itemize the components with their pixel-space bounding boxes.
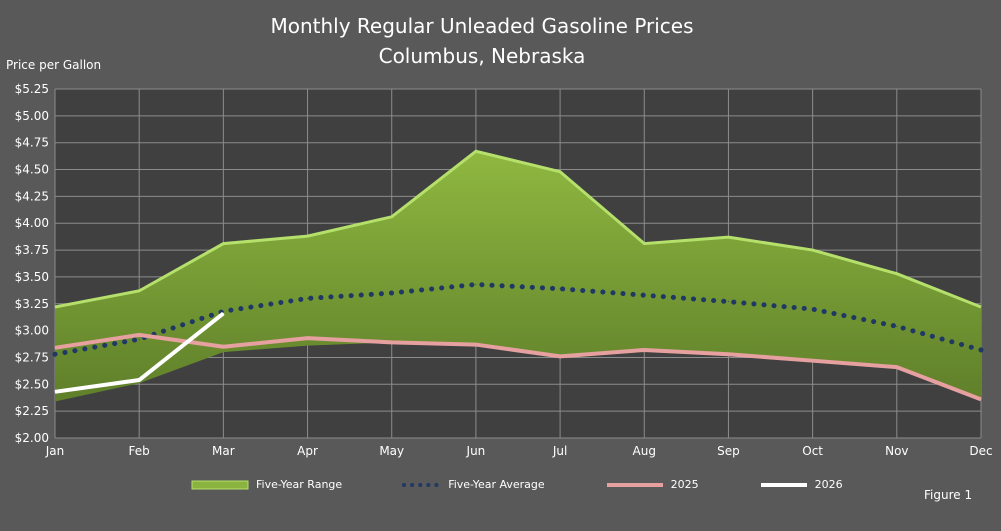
x-tick-label: Mar — [212, 444, 235, 458]
data-point — [138, 338, 140, 340]
data-point — [54, 391, 56, 393]
figure-label: Figure 1 — [924, 488, 973, 502]
y-tick-label: $3.00 — [15, 324, 49, 338]
data-point — [222, 312, 224, 314]
y-tick-label: $2.50 — [15, 377, 49, 391]
data-point — [222, 346, 224, 348]
data-point — [980, 398, 982, 400]
data-point — [138, 379, 140, 381]
data-point — [475, 344, 477, 346]
y-tick-label: $3.25 — [15, 297, 49, 311]
x-tick-label: Apr — [297, 444, 318, 458]
data-point — [727, 301, 729, 303]
y-tick-label: $4.50 — [15, 163, 49, 177]
chart-subtitle: Columbus, Nebraska — [378, 44, 586, 68]
series-line-five-year-average — [52, 281, 984, 357]
data-point — [391, 292, 393, 294]
data-point — [812, 360, 814, 362]
data-point — [307, 297, 309, 299]
y-axis-label: Price per Gallon — [6, 58, 102, 72]
data-point — [138, 334, 140, 336]
data-point — [222, 310, 224, 312]
y-tick-label: $2.25 — [15, 404, 49, 418]
legend-label: Five-Year Average — [448, 478, 545, 491]
data-point — [643, 294, 645, 296]
x-tick-label: Sep — [717, 444, 740, 458]
data-point — [559, 288, 561, 290]
series-line-2025 — [54, 332, 982, 402]
data-point — [980, 349, 982, 351]
y-tick-label: $2.00 — [15, 431, 49, 445]
x-tick-label: Jun — [466, 444, 486, 458]
x-tick-label: May — [379, 444, 404, 458]
y-tick-label: $4.75 — [15, 136, 49, 150]
y-tick-label: $4.25 — [15, 189, 49, 203]
x-tick-label: Jul — [552, 444, 567, 458]
legend-swatch-average — [402, 482, 443, 487]
y-tick-label: $5.00 — [15, 109, 49, 123]
x-tick-label: Aug — [633, 444, 656, 458]
data-point — [727, 353, 729, 355]
legend-item-2025: 2025 — [605, 478, 699, 491]
data-point — [307, 337, 309, 339]
y-tick-label: $3.75 — [15, 243, 49, 257]
data-point — [54, 353, 56, 355]
x-tick-label: Oct — [802, 444, 823, 458]
data-point — [391, 341, 393, 343]
data-point — [643, 349, 645, 351]
legend-label: Five-Year Range — [256, 478, 343, 491]
legend-label: 2025 — [670, 478, 699, 491]
x-tick-label: Jan — [45, 444, 65, 458]
legend-swatch-2025 — [606, 482, 663, 487]
legend-swatch-range — [191, 480, 249, 489]
data-point — [812, 308, 814, 310]
data-point — [896, 325, 898, 327]
legend-swatch-2026 — [760, 482, 807, 487]
chart-title: Monthly Regular Unleaded Gasoline Prices — [270, 14, 694, 38]
legend-item-2026: 2026 — [759, 478, 843, 491]
y-tick-label: $4.00 — [15, 216, 49, 230]
legend: Five-Year Range Five-Year Average 2025 2… — [190, 478, 903, 491]
y-tick-label: $5.25 — [15, 82, 49, 96]
legend-item-average: Five-Year Average — [402, 478, 545, 491]
five-year-range-high-edge — [54, 149, 982, 309]
y-tick-label: $3.50 — [15, 270, 49, 284]
x-tick-label: Nov — [885, 444, 908, 458]
legend-item-range: Five-Year Range — [190, 478, 342, 491]
data-point — [54, 347, 56, 349]
data-point — [475, 283, 477, 285]
y-tick-label: $2.75 — [15, 350, 49, 364]
x-tick-label: Feb — [129, 444, 150, 458]
data-point — [896, 366, 898, 368]
data-point — [559, 355, 561, 357]
x-tick-label: Dec — [969, 444, 992, 458]
legend-label: 2026 — [814, 478, 843, 491]
